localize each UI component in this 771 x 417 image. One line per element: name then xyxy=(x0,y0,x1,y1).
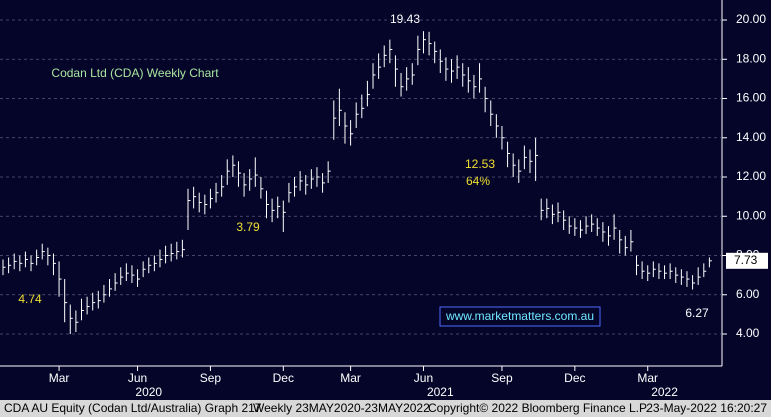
x-tick-label: Sep xyxy=(200,371,222,385)
last-price-label: 7.73 xyxy=(734,253,758,267)
footer-text: CDA AU Equity (Codan Ltd/Australia) Grap… xyxy=(4,401,262,415)
footer-strip xyxy=(0,400,771,417)
y-tick-label: 18.00 xyxy=(736,51,766,65)
annotation: 12.53 xyxy=(465,157,495,171)
x-tick-label: Mar xyxy=(340,371,361,385)
annotation: 6.27 xyxy=(685,306,709,320)
chart-title: Codan Ltd (CDA) Weekly Chart xyxy=(51,66,219,80)
y-tick-label: 14.00 xyxy=(736,130,766,144)
y-tick-label: 20.00 xyxy=(736,12,766,26)
footer-text: 23-May-2022 16:20:27 xyxy=(646,401,767,415)
footer-text: Weekly 23MAY2020-23MAY2022 xyxy=(253,401,430,415)
background xyxy=(0,0,771,400)
x-year-label: 2021 xyxy=(427,385,454,399)
y-tick-label: 16.00 xyxy=(736,91,766,105)
watermark-box xyxy=(439,306,601,327)
x-tick-label: Mar xyxy=(49,371,70,385)
annotation: 4.74 xyxy=(18,292,42,306)
footer-text: Copyright© 2022 Bloomberg Finance L.P. xyxy=(428,401,649,415)
x-tick-label: Sep xyxy=(491,371,513,385)
x-tick-label: Dec xyxy=(273,371,294,385)
annotation: 3.79 xyxy=(236,220,260,234)
x-year-label: 2020 xyxy=(135,385,162,399)
x-tick-label: Jun xyxy=(128,371,147,385)
x-tick-label: Dec xyxy=(564,371,585,385)
y-tick-label: 6.00 xyxy=(736,287,760,301)
x-year-label: 2022 xyxy=(651,385,678,399)
annotation: 64% xyxy=(466,174,490,188)
x-tick-label: Mar xyxy=(637,371,658,385)
y-tick-label: 10.00 xyxy=(736,208,766,222)
annotation: 19.43 xyxy=(390,12,420,26)
y-tick-label: 12.00 xyxy=(736,169,766,183)
x-tick-label: Jun xyxy=(414,371,433,385)
last-price-box xyxy=(726,252,768,269)
y-tick-label: 4.00 xyxy=(736,326,760,340)
watermark: www.marketmatters.com.au xyxy=(445,309,594,323)
